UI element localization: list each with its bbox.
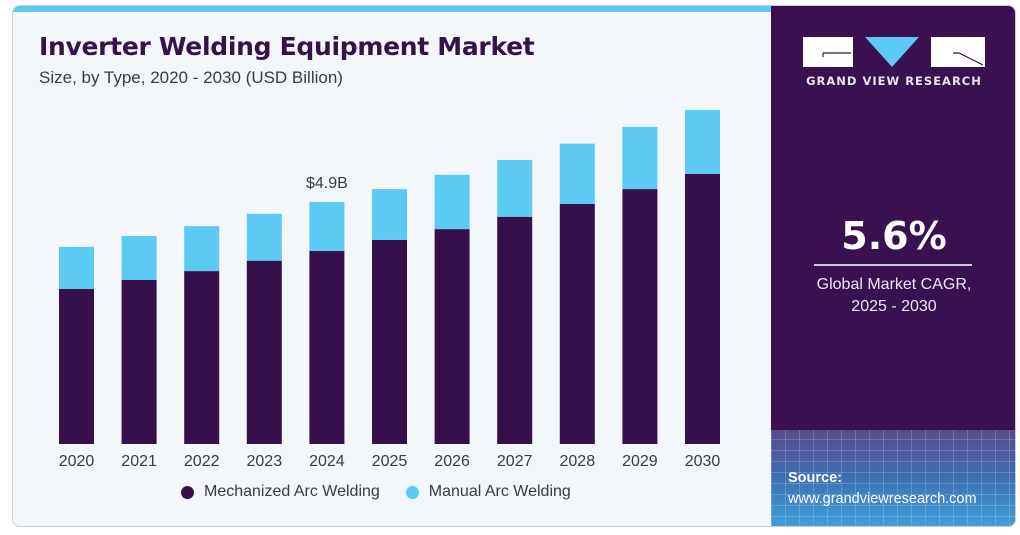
bar-manual-2020	[59, 246, 94, 289]
bar-mechanized-2021	[121, 279, 157, 444]
legend-marker-manual	[405, 485, 419, 499]
x-tick-label-2028: 2028	[560, 453, 596, 470]
cagr-label-line2: 2025 - 2030	[851, 298, 937, 315]
cagr-label: Global Market CAGR, 2025 - 2030	[771, 274, 1015, 318]
source-label: Source:	[788, 470, 842, 486]
bar-mechanized-2025	[372, 239, 407, 444]
legend-marker-mechanized	[181, 485, 194, 499]
bar-manual-2023	[246, 213, 282, 261]
chart-legend: Mechanized Arc Welding Manual Arc Weldin…	[181, 483, 597, 501]
x-tick-label-2022: 2022	[184, 453, 220, 470]
bar-manual-2025	[372, 189, 407, 240]
bar-manual-2022	[184, 226, 220, 272]
x-tick-label-2027: 2027	[497, 453, 533, 470]
bar-manual-2030	[685, 110, 720, 174]
accent-stripe	[13, 6, 771, 12]
infographic-card: 2020 2021 2022 2023 2024 2025 2026 2027 2028 2029…	[12, 5, 1016, 527]
bar-manual-2021	[121, 236, 157, 280]
x-tick-label-2026: 2026	[434, 453, 470, 470]
bar-mechanized-2023	[246, 260, 282, 444]
bar-mechanized-2028	[559, 203, 595, 444]
bar-mechanized-2020	[59, 288, 94, 444]
bar-mechanized-2026	[434, 229, 470, 444]
stacked-bar-chart: 2020 2021 2022 2023 2024 2025 2026 2027 2028 2029…	[59, 110, 721, 470]
x-tick-label-2025: 2025	[372, 453, 408, 470]
bar-manual-2024	[309, 201, 345, 251]
source-block: Source: www.grandviewresearch.com	[788, 468, 977, 510]
chart-subtitle: Size, by Type, 2020 - 2030 (USD Billion)	[39, 68, 343, 87]
x-tick-label-2021: 2021	[121, 453, 157, 470]
x-tick-label-2029: 2029	[622, 453, 658, 470]
bar-manual-2026	[434, 174, 470, 230]
legend-item-mechanized: Mechanized Arc Welding	[181, 483, 380, 501]
x-tick-label-2024: 2024	[309, 453, 345, 470]
bar-mechanized-2030	[685, 173, 720, 445]
data-label-2024: $4.9B	[306, 175, 348, 192]
bar-mechanized-2027	[497, 216, 533, 444]
bar-mechanized-2022	[184, 271, 220, 444]
cagr-divider	[814, 264, 972, 266]
brand-panel: GRAND VIEW RESEARCH 5.6% Global Market C…	[771, 6, 1015, 526]
bar-manual-2027	[497, 159, 533, 217]
cagr-value: 5.6%	[841, 214, 947, 258]
gvr-logo-icon	[803, 37, 985, 67]
chart-title: Inverter Welding Equipment Market	[39, 32, 535, 61]
chart-area: 2020 2021 2022 2023 2024 2025 2026 2027 2028 2029…	[13, 6, 771, 526]
x-tick-label-2030: 2030	[685, 453, 721, 470]
x-tick-label-2020: 2020	[59, 453, 95, 470]
cagr-label-line1: Global Market CAGR,	[816, 276, 972, 293]
decorative-grid	[771, 430, 1015, 526]
bar-manual-2028	[559, 143, 595, 204]
brand-name: GRAND VIEW RESEARCH	[806, 74, 982, 88]
bar-mechanized-2024	[309, 250, 345, 444]
bar-manual-2029	[622, 126, 658, 190]
bar-mechanized-2029	[622, 189, 658, 444]
source-url[interactable]: www.grandviewresearch.com	[788, 491, 977, 507]
legend-item-manual: Manual Arc Welding	[405, 483, 571, 501]
x-tick-label-2023: 2023	[247, 453, 283, 470]
legend-label-mechanized: Mechanized Arc Welding	[204, 483, 380, 500]
legend-label-manual: Manual Arc Welding	[428, 483, 571, 500]
